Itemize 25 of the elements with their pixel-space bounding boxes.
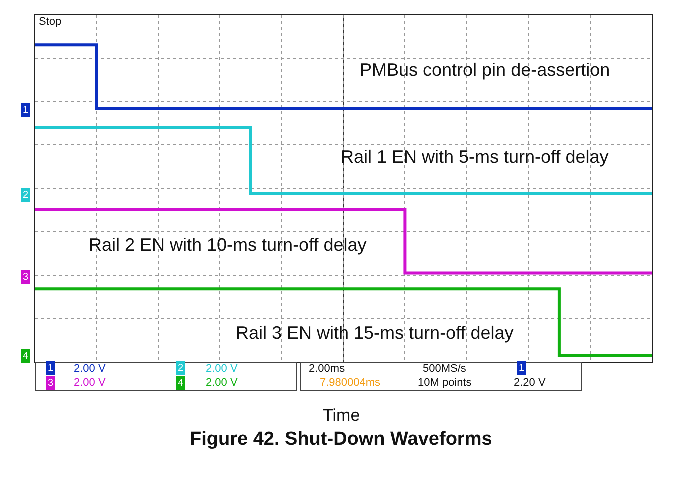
text: 2.00 V: [206, 363, 238, 375]
text: 7.980004ms: [320, 377, 382, 389]
text: 2.00ms: [309, 363, 346, 375]
series-label: Rail 2 EN with 10-ms turn-off delay: [89, 235, 367, 255]
text: 3: [48, 378, 54, 389]
text: 500MS/s: [423, 363, 467, 375]
text: 1: [23, 105, 29, 116]
series-label: Rail 1 EN with 5-ms turn-off delay: [341, 147, 609, 167]
text: 2: [23, 190, 29, 201]
text: 2.00 V: [74, 377, 106, 389]
text: 3: [23, 272, 29, 283]
text: 4: [178, 378, 184, 389]
text: 2.20 V: [514, 377, 546, 389]
text: Stop: [39, 16, 62, 28]
text: 1: [48, 363, 54, 374]
series-label: Rail 3 EN with 15-ms turn-off delay: [236, 323, 514, 343]
text: 2.00 V: [74, 363, 106, 375]
text: 4: [23, 351, 29, 362]
x-axis-title: Time: [323, 406, 360, 425]
text: 1: [519, 363, 525, 374]
text: 2: [178, 363, 184, 374]
text: 10M points: [418, 377, 472, 389]
text: 2.00 V: [206, 377, 238, 389]
text: Figure 42. Shut-Down Waveforms: [190, 429, 492, 450]
series-label: PMBus control pin de-assertion: [360, 60, 610, 80]
